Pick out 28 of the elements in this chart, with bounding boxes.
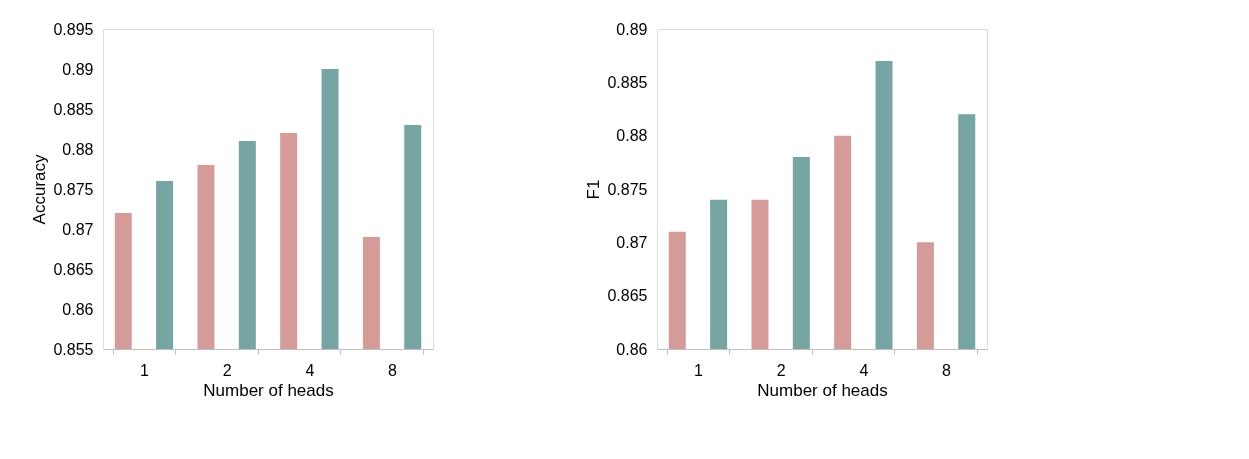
y-tick-label: 0.88 <box>616 127 648 145</box>
x-tick-label: 1 <box>693 361 703 379</box>
x-tick-label: 8 <box>942 361 952 379</box>
y-tick-label: 0.87 <box>616 233 648 251</box>
x-axis-title: Number of heads <box>757 380 888 400</box>
x-tick-label: 2 <box>776 361 786 379</box>
x-tick-label: 2 <box>222 361 232 379</box>
x-tick-label: 4 <box>859 361 869 379</box>
y-tick-label: 0.855 <box>53 340 94 358</box>
y-tick-label: 0.87 <box>62 220 94 238</box>
y-tick-label: 0.89 <box>62 60 94 78</box>
y-tick-label: 0.88 <box>62 140 94 158</box>
y-tick-label: 0.865 <box>53 260 94 278</box>
x-tick-label: 4 <box>305 361 315 379</box>
y-tick-label: 0.86 <box>62 300 94 318</box>
y-axis-title: F1 <box>584 179 604 200</box>
x-tick-label: 8 <box>388 361 398 379</box>
y-tick-label: 0.865 <box>607 287 648 305</box>
y-tick-label: 0.875 <box>53 180 94 198</box>
y-tick-label: 0.895 <box>53 20 94 38</box>
y-tick-label: 0.875 <box>607 180 648 198</box>
x-axis-title: Number of heads <box>203 380 334 400</box>
y-tick-label: 0.885 <box>607 73 648 91</box>
y-tick-label: 0.885 <box>53 100 94 118</box>
x-tick-label: 1 <box>139 361 149 379</box>
y-tick-label: 0.86 <box>616 340 648 358</box>
y-tick-label: 0.89 <box>616 20 648 38</box>
y-axis-title: Accuracy <box>30 154 50 225</box>
